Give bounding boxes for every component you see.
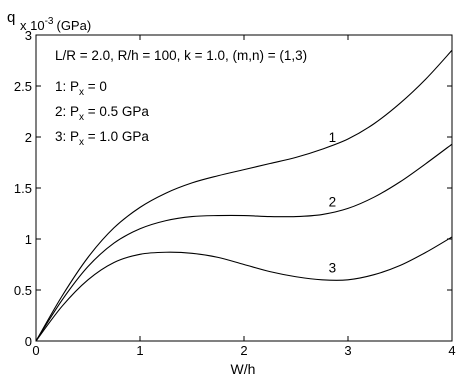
series-3-label: 3	[329, 261, 337, 276]
legend-entry-1-sub: x	[79, 87, 84, 98]
x-axis-label: W/h	[231, 361, 256, 377]
x-tick-label: 2	[240, 343, 247, 358]
legend-entry-1-suffix: = 0	[84, 79, 107, 94]
plot-area: 0 1 2 3 4 0 0.5 1 1.5 2 2.5 3 1 2 3	[14, 28, 456, 358]
y-axis-multiplier-base: x 10	[20, 18, 45, 33]
y-axis-multiplier-exponent: -3	[45, 16, 54, 27]
y-tick-label: 0.5	[14, 283, 32, 298]
legend-entry-2-suffix: = 0.5 GPa	[84, 104, 149, 119]
y-tick-label: 2	[25, 130, 32, 145]
legend-entry-3: 3: Px = 1.0 GPa	[55, 129, 149, 148]
legend-entry-2-sub: x	[79, 112, 84, 123]
y-axis-multiplier: x 10-3 (GPa)	[20, 16, 91, 33]
y-tick-label: 1	[25, 232, 32, 247]
legend-entry-2-prefix: 2: P	[55, 104, 79, 119]
series-1-label: 1	[329, 130, 337, 145]
x-tick-label: 1	[136, 343, 143, 358]
legend: 1: Px = 0 2: Px = 0.5 GPa 3: Px = 1.0 GP…	[55, 79, 149, 148]
series-2-line	[35, 143, 453, 342]
y-tick-label: 1.5	[14, 181, 32, 196]
legend-entry-1-prefix: 1: P	[55, 79, 79, 94]
x-tick-label: 3	[344, 343, 351, 358]
series-3-line	[35, 236, 453, 342]
series-2-label: 2	[329, 194, 337, 209]
y-tick-label: 3	[25, 28, 32, 43]
x-tick-label: 0	[32, 343, 39, 358]
legend-entry-2: 2: Px = 0.5 GPa	[55, 104, 149, 123]
y-tick-label: 2.5	[14, 79, 32, 94]
legend-entry-1: 1: Px = 0	[55, 79, 107, 98]
x-tick-label: 4	[448, 343, 455, 358]
legend-entry-3-prefix: 3: P	[55, 129, 79, 144]
legend-entry-3-sub: x	[79, 137, 84, 148]
y-axis-symbol: q	[7, 9, 15, 26]
legend-entry-3-suffix: = 1.0 GPa	[84, 129, 149, 144]
y-axis-unit: (GPa)	[56, 18, 91, 33]
y-tick-label: 0	[25, 334, 32, 349]
series-1-line	[35, 49, 453, 342]
parameters-annotation: L/R = 2.0, R/h = 100, k = 1.0, (m,n) = (…	[55, 48, 307, 63]
